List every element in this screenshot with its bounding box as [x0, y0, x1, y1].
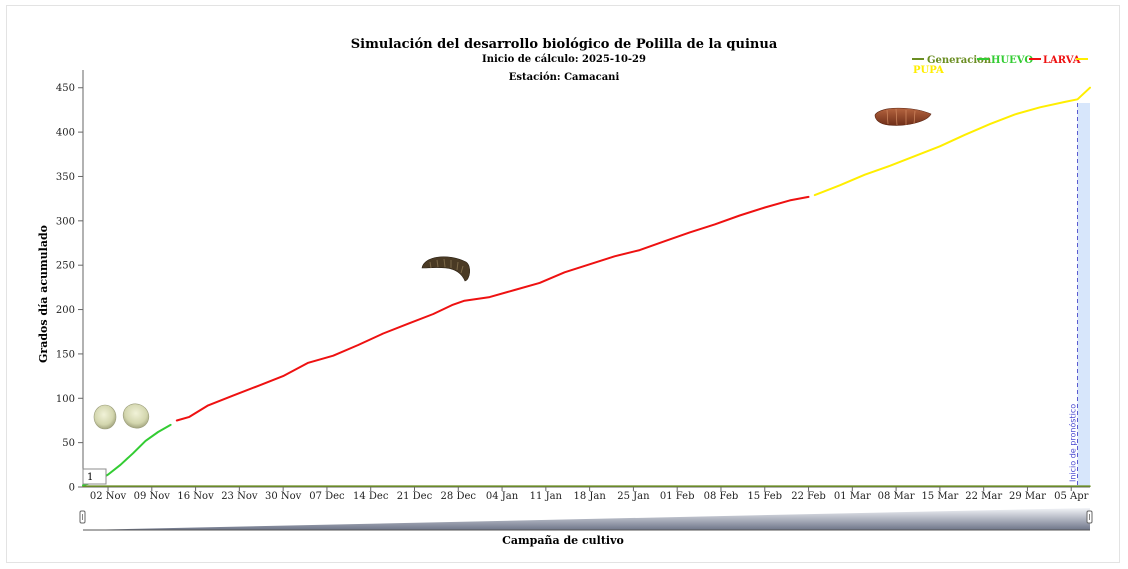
x-tick-label: 08 Mar — [878, 491, 915, 502]
generation-box — [82, 468, 107, 485]
legend-item-generacion[interactable]: Generacion — [927, 55, 992, 66]
x-tick-label: 11 Jan — [530, 491, 563, 502]
y-tick-label: 350 — [56, 172, 75, 183]
x-tick-label: 15 Mar — [921, 491, 958, 502]
x-tick-label: 28 Dec — [441, 491, 477, 502]
x-tick-label: 16 Nov — [177, 491, 214, 502]
x-tick-label: 22 Feb — [791, 491, 826, 502]
legend-item-huevo[interactable]: HUEVO — [991, 55, 1033, 66]
y-axis-label: Grados día acumulado — [37, 225, 50, 363]
x-tick-label: 22 Mar — [965, 491, 1002, 502]
legend: Generacion HUEVO LARVA PUPA — [912, 55, 1088, 76]
larva-image — [421, 256, 470, 282]
legend-item-pupa[interactable]: PUPA — [913, 65, 944, 76]
x-tick-label: 04 Jan — [486, 491, 519, 502]
y-tick-label: 50 — [62, 438, 75, 449]
chart-subtitle-start: Inicio de cálculo: 2025-10-29 — [482, 54, 646, 65]
x-tick-label: 14 Dec — [353, 491, 389, 502]
x-tick-label: 01 Mar — [834, 491, 871, 502]
y-tick-label: 400 — [56, 128, 75, 139]
x-tick-label: 23 Nov — [221, 491, 258, 502]
x-tick-label: 18 Jan — [573, 491, 606, 502]
chart-frame — [6, 5, 1120, 563]
y-tick-label: 0 — [69, 483, 75, 494]
x-tick-label: 01 Feb — [660, 491, 695, 502]
x-tick-label: 30 Nov — [265, 491, 302, 502]
forecast-band — [1077, 103, 1090, 487]
forecast-label: Inicio de pronóstico — [1067, 404, 1077, 482]
y-tick-label: 150 — [56, 349, 75, 360]
x-tick-label: 29 Mar — [1009, 491, 1046, 502]
pupa-image — [874, 107, 932, 126]
y-tick-label: 100 — [56, 394, 75, 405]
x-axis-label: Campaña de cultivo — [502, 534, 624, 547]
chart-subtitle-station: Estación: Camacani — [509, 72, 620, 83]
navigator-area — [83, 508, 1090, 530]
chart-title: Simulación del desarrollo biológico de P… — [351, 37, 778, 52]
x-tick-label: 21 Dec — [397, 491, 433, 502]
y-ticks: 0 50 100 150 200 250 300 350 400 450 — [56, 83, 83, 494]
range-navigator[interactable] — [79, 508, 1093, 531]
series-line-pupa[interactable] — [813, 86, 1091, 197]
x-ticks: 02 Nov 09 Nov 16 Nov 23 Nov 30 Nov 07 Dec 14 D… — [90, 487, 1089, 502]
y-tick-label: 300 — [56, 216, 75, 227]
x-tick-label: 25 Jan — [617, 491, 650, 502]
y-tick-label: 200 — [56, 305, 75, 316]
generation-box-label: 1 — [87, 472, 93, 483]
x-tick-label: 07 Dec — [309, 491, 345, 502]
series-line-larva[interactable] — [175, 195, 810, 422]
x-tick-label: 15 Feb — [747, 491, 782, 502]
series-layer — [82, 86, 1091, 487]
x-tick-label: 02 Nov — [90, 491, 127, 502]
legend-item-larva[interactable]: LARVA — [1043, 55, 1081, 66]
y-tick-label: 450 — [56, 83, 75, 94]
x-tick-label: 09 Nov — [134, 491, 171, 502]
x-tick-label: 08 Feb — [704, 491, 739, 502]
y-tick-label: 250 — [56, 261, 75, 272]
egg-image — [93, 403, 150, 430]
x-tick-label: 05 Apr — [1054, 491, 1089, 502]
